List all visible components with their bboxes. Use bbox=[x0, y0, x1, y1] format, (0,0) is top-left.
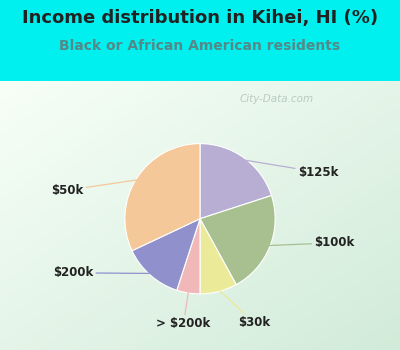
Text: Black or African American residents: Black or African American residents bbox=[60, 39, 340, 53]
Wedge shape bbox=[200, 144, 272, 219]
Text: $30k: $30k bbox=[218, 289, 270, 329]
Wedge shape bbox=[125, 144, 200, 251]
Text: $50k: $50k bbox=[51, 180, 138, 197]
Text: $125k: $125k bbox=[243, 160, 338, 178]
Wedge shape bbox=[200, 219, 236, 294]
Wedge shape bbox=[132, 219, 200, 290]
Wedge shape bbox=[200, 196, 275, 285]
Text: $200k: $200k bbox=[53, 266, 152, 279]
Text: $100k: $100k bbox=[268, 236, 354, 249]
Text: City-Data.com: City-Data.com bbox=[240, 94, 314, 105]
Text: Income distribution in Kihei, HI (%): Income distribution in Kihei, HI (%) bbox=[22, 9, 378, 27]
Wedge shape bbox=[177, 219, 200, 294]
Text: > $200k: > $200k bbox=[156, 291, 210, 330]
